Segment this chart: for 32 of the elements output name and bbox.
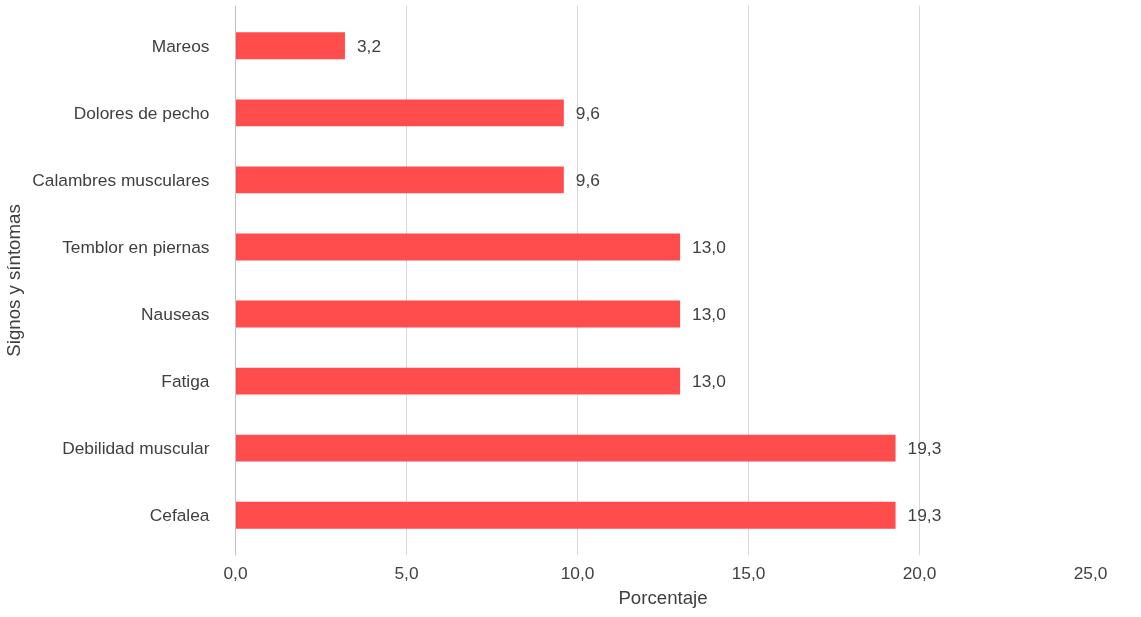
- data-label: 19,3: [907, 438, 942, 459]
- x-tick-label: 25,0: [1073, 562, 1108, 583]
- y-tick-label: Fatiga: [161, 371, 210, 392]
- data-label: 9,6: [575, 169, 600, 190]
- bar: [235, 233, 681, 261]
- data-label: 13,0: [692, 304, 726, 325]
- y-tick-label: Debilidad muscular: [62, 438, 210, 459]
- x-axis-title: Porcentaje: [618, 586, 708, 608]
- data-label: 13,0: [692, 236, 726, 257]
- bar: [235, 367, 681, 395]
- data-label: 19,3: [907, 505, 942, 526]
- bar: [235, 32, 345, 60]
- bar: [235, 434, 896, 462]
- data-label: 9,6: [575, 102, 600, 123]
- bar: [235, 300, 681, 328]
- y-tick-label: Nauseas: [141, 304, 210, 325]
- bar: [235, 99, 564, 127]
- y-axis-title: Signos y síntomas: [3, 204, 25, 357]
- x-tick-label: 10,0: [560, 562, 595, 583]
- x-tick-label: 15,0: [731, 562, 766, 583]
- y-tick-label: Cefalea: [149, 505, 210, 526]
- data-label: 3,2: [356, 35, 382, 56]
- y-tick-label: Temblor en piernas: [62, 236, 210, 257]
- bar: [235, 166, 564, 194]
- y-tick-label: Calambres musculares: [32, 169, 210, 190]
- x-tick-label: 20,0: [902, 562, 937, 583]
- x-tick-label: 5,0: [394, 562, 419, 583]
- y-tick-label: Dolores de pecho: [73, 102, 210, 123]
- data-label: 13,0: [692, 371, 726, 392]
- bar: [235, 501, 896, 529]
- y-tick-label: Mareos: [151, 35, 210, 56]
- x-tick-label: 0,0: [223, 562, 248, 583]
